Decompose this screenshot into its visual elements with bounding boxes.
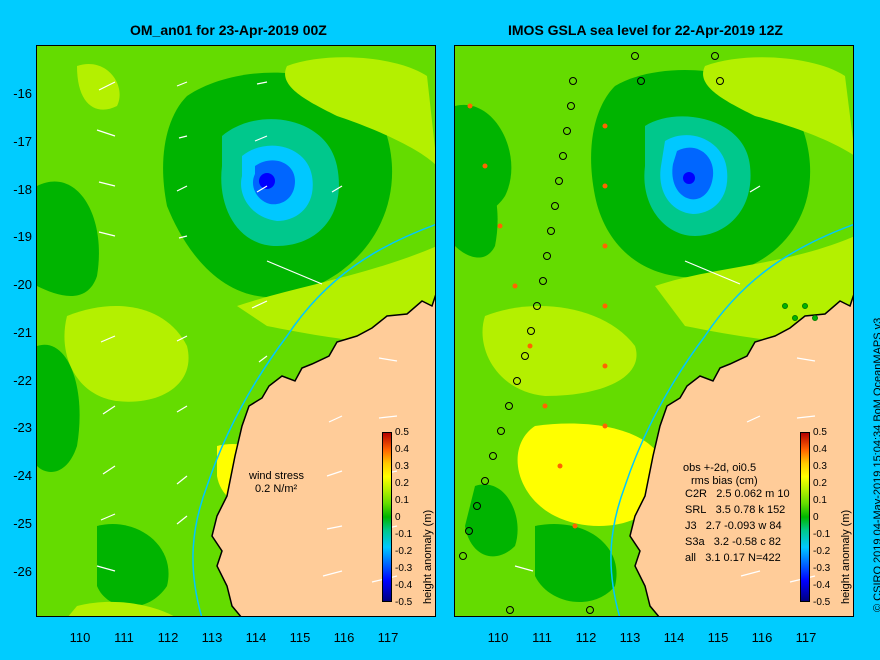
right-obs-header: obs +-2d, oi0.5 — [683, 462, 757, 474]
x-tick-label: 114 — [245, 630, 267, 645]
x-tick-label: 112 — [575, 630, 597, 645]
colorbar-tick: 0.4 — [813, 444, 827, 455]
colorbar-tick: 0.1 — [395, 495, 409, 506]
colorbar-tick: 0.5 — [813, 427, 827, 438]
colorbar-tick: 0.3 — [813, 461, 827, 472]
stat-values: 2.5 0.062 m 10 — [716, 488, 790, 500]
right-colorbar-title: height anomaly (m) — [840, 509, 852, 604]
colorbar-tick: -0.2 — [395, 546, 413, 557]
stat-values: 3.1 0.17 N=422 — [705, 552, 781, 564]
colorbar-tick: 0 — [395, 512, 401, 523]
y-tick-label: -21 — [13, 325, 32, 340]
left-wind-stress-scale: 0.2 N/m² — [255, 483, 298, 495]
x-tick-label: 114 — [663, 630, 685, 645]
left-wind-stress-label: wind stress — [249, 470, 305, 482]
y-tick-label: -22 — [13, 373, 32, 388]
colorbar-tick: 0.2 — [395, 478, 409, 489]
colorbar-tick: -0.5 — [813, 597, 831, 608]
colorbar-tick: 0 — [813, 512, 819, 523]
colorbar-tick: 0.3 — [395, 461, 409, 472]
x-tick-label: 116 — [751, 630, 773, 645]
colorbar-tick: 0.2 — [813, 478, 827, 489]
left-colorbar — [382, 432, 392, 602]
x-tick-label: 115 — [289, 630, 311, 645]
left-map-panel: wind stress 0.2 N/m² — [36, 45, 436, 617]
colorbar-tick: -0.3 — [395, 563, 413, 574]
x-tick-label: 111 — [114, 630, 134, 645]
right-stats-row: C2R 2.5 0.062 m 10 — [685, 488, 790, 500]
x-tick-label: 115 — [707, 630, 729, 645]
stat-values: 3.5 0.78 k 152 — [715, 504, 786, 516]
colorbar-tick: -0.5 — [395, 597, 413, 608]
y-tick-label: -20 — [13, 277, 32, 292]
right-stats-row: SRL 3.5 0.78 k 152 — [685, 504, 785, 516]
colorbar-tick: -0.3 — [813, 563, 831, 574]
x-tick-label: 110 — [69, 630, 91, 645]
colorbar-tick: -0.2 — [813, 546, 831, 557]
colorbar-tick: 0.1 — [813, 495, 827, 506]
colorbar-tick: -0.1 — [813, 529, 831, 540]
copyright-credit: © CSIRO 2019 04-May-2019 15:04:34 BoM Oc… — [872, 317, 880, 612]
right-panel-title: IMOS GSLA sea level for 22-Apr-2019 12Z — [508, 22, 783, 38]
colorbar-tick: -0.4 — [395, 580, 413, 591]
y-tick-label: -25 — [13, 516, 32, 531]
x-tick-label: 112 — [157, 630, 179, 645]
x-tick-label: 110 — [487, 630, 509, 645]
right-bias-header: rms bias (cm) — [691, 475, 758, 487]
stat-values: 2.7 -0.093 w 84 — [705, 520, 782, 532]
x-tick-label: 117 — [377, 630, 399, 645]
x-tick-label: 111 — [532, 630, 552, 645]
y-tick-label: -24 — [13, 468, 32, 483]
y-tick-label: -16 — [13, 86, 32, 101]
y-tick-label: -19 — [13, 229, 32, 244]
colorbar-tick: 0.5 — [395, 427, 409, 438]
right-stats-row: S3a 3.2 -0.58 c 82 — [685, 536, 781, 548]
left-colorbar-title: height anomaly (m) — [422, 509, 434, 604]
y-tick-label: -26 — [13, 564, 32, 579]
colorbar-tick: 0.4 — [395, 444, 409, 455]
x-tick-label: 113 — [201, 630, 223, 645]
right-map-panel: obs +-2d, oi0.5 rms bias (cm) C2R 2.5 0.… — [454, 45, 854, 617]
right-map-field — [455, 46, 853, 616]
y-tick-label: -17 — [13, 134, 32, 149]
y-tick-label: -18 — [13, 182, 32, 197]
stat-sat: C2R — [685, 488, 708, 500]
stat-sat: SRL — [685, 504, 707, 516]
y-tick-label: -23 — [13, 420, 32, 435]
colorbar-tick: -0.4 — [813, 580, 831, 591]
x-tick-label: 117 — [795, 630, 817, 645]
left-map-field — [37, 46, 435, 616]
stat-sat: J3 — [685, 520, 697, 532]
left-panel-title: OM_an01 for 23-Apr-2019 00Z — [130, 22, 327, 38]
right-colorbar — [800, 432, 810, 602]
x-tick-label: 113 — [619, 630, 641, 645]
stat-sat: all — [685, 552, 697, 564]
x-tick-label: 116 — [333, 630, 355, 645]
right-stats-row: J3 2.7 -0.093 w 84 — [685, 520, 782, 532]
stat-sat: S3a — [685, 536, 705, 548]
right-stats-row: all 3.1 0.17 N=422 — [685, 552, 781, 564]
colorbar-tick: -0.1 — [395, 529, 413, 540]
stat-values: 3.2 -0.58 c 82 — [713, 536, 782, 548]
